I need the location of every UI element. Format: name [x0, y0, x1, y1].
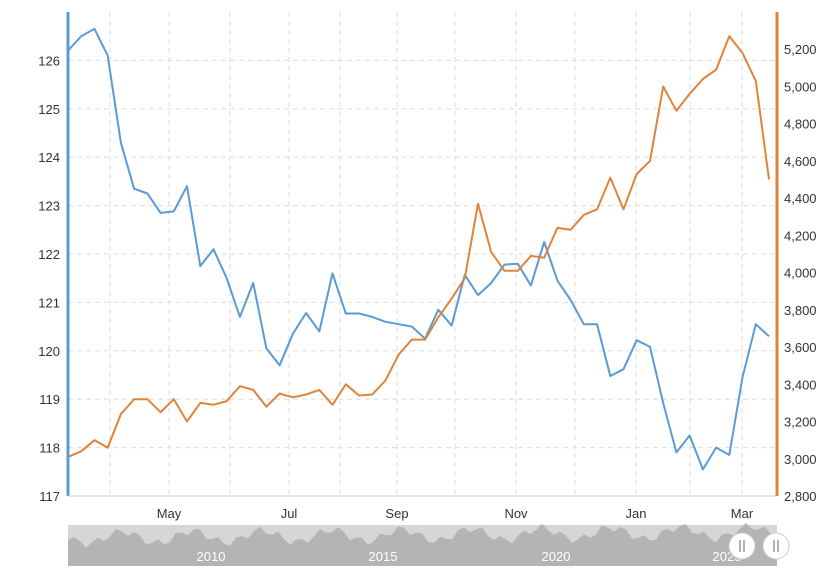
- y-left-tick-label: 118: [39, 441, 60, 456]
- y-right-tick-label: 4,400: [784, 191, 817, 206]
- y-right-tick-label: 3,000: [784, 452, 817, 467]
- y-left-tick-label: 117: [39, 489, 60, 504]
- x-tick-label: Mar: [731, 506, 754, 521]
- y-right-tick-label: 3,600: [784, 340, 817, 355]
- y-left-tick-label: 123: [38, 199, 60, 214]
- series-line-blue: [67, 27, 770, 471]
- tick-labels: 117 118 119 120 121 122 123 124 125 126 2,800 3,000…: [38, 42, 816, 521]
- y-left-tick-label: 126: [38, 53, 60, 68]
- y-right-tick-label: 2,800: [784, 489, 817, 504]
- y-right-tick-label: 5,000: [784, 79, 817, 94]
- y-left-tick-label: 119: [39, 392, 60, 407]
- navigator-area: [68, 523, 777, 566]
- x-tick-label: Sep: [385, 506, 408, 521]
- series-layer: [67, 27, 770, 471]
- y-right-tick-label: 4,800: [784, 117, 817, 132]
- x-tick-label: Nov: [504, 506, 528, 521]
- y-right-tick-label: 3,800: [784, 303, 817, 318]
- y-right-tick-label: 3,200: [784, 415, 817, 430]
- series-line-orange: [67, 35, 770, 458]
- y-right-tick-label: 3,400: [784, 377, 817, 392]
- navigator-year-label: 2015: [369, 549, 398, 564]
- navigator-handle-right[interactable]: [762, 532, 790, 560]
- y-left-tick-label: 121: [38, 295, 60, 310]
- y-right-tick-label: 5,200: [784, 42, 817, 57]
- navigator-handle-left[interactable]: [728, 532, 756, 560]
- y-right-tick-label: 4,000: [784, 266, 817, 281]
- time-navigator[interactable]: 2010 2015 2020 2025: [68, 523, 790, 566]
- y-right-tick-label: 4,200: [784, 228, 817, 243]
- x-tick-label: May: [157, 506, 182, 521]
- y-left-tick-label: 120: [38, 344, 60, 359]
- y-left-tick-label: 125: [38, 102, 60, 117]
- grid: [68, 12, 777, 497]
- x-tick-label: Jul: [281, 506, 298, 521]
- y-right-tick-label: 4,600: [784, 154, 817, 169]
- navigator-year-label: 2010: [197, 549, 226, 564]
- y-left-tick-label: 124: [38, 150, 60, 165]
- y-left-tick-label: 122: [38, 247, 60, 262]
- x-tick-label: Jan: [626, 506, 647, 521]
- axes: [66, 12, 779, 497]
- navigator-year-label: 2020: [542, 549, 571, 564]
